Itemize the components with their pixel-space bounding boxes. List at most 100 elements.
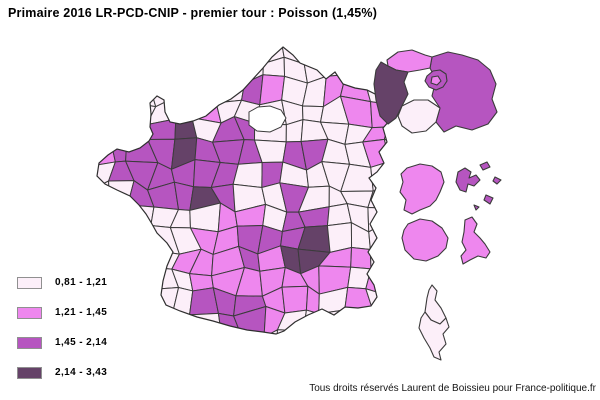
- department-cell: [189, 312, 223, 334]
- department-cell: [126, 307, 159, 334]
- department-cell: [129, 225, 158, 252]
- department-cell: [220, 54, 245, 84]
- department-cell: [339, 309, 374, 329]
- legend-swatch: [17, 336, 42, 349]
- department-cell: [299, 47, 330, 65]
- department-cell: [112, 74, 137, 104]
- department-cell: [97, 201, 116, 230]
- department-cell: [320, 327, 349, 334]
- department-cell: [109, 119, 127, 150]
- department-cell: [321, 47, 349, 59]
- guadeloupe-region: [492, 176, 502, 185]
- department-cell: [195, 330, 223, 334]
- department-cell: [125, 250, 158, 275]
- department-cell: [97, 180, 110, 213]
- department-cell: [153, 47, 178, 64]
- department-cell: [383, 290, 391, 316]
- department-cell: [127, 204, 155, 232]
- idf-cutout: [248, 105, 287, 133]
- department-cell: [170, 47, 195, 64]
- department-cell: [105, 285, 132, 319]
- department-cell: [97, 117, 116, 146]
- department-cell: [97, 102, 116, 121]
- department-cell: [125, 266, 159, 290]
- department-cell: [108, 180, 135, 206]
- department-cell: [260, 329, 278, 334]
- guadeloupe-region: [455, 167, 481, 193]
- mainland-outline: [96, 46, 392, 335]
- legend: 0,81 - 1,21 1,21 - 1,45 1,45 - 2,14 2,14 - …: [17, 276, 108, 397]
- department-cell: [109, 307, 137, 334]
- department-cell: [97, 225, 116, 255]
- department-cell: [169, 99, 193, 120]
- department-cell: [281, 285, 309, 314]
- reunion-region: [401, 218, 449, 262]
- department-cell: [276, 329, 305, 334]
- department-cell: [170, 59, 197, 80]
- department-cell: [129, 329, 159, 334]
- legend-swatch: [17, 276, 42, 289]
- legend-item: 1,21 - 1,45: [17, 306, 108, 319]
- martinique-region: [460, 216, 491, 265]
- guadeloupe-region: [473, 204, 480, 211]
- department-cell: [128, 47, 156, 65]
- department-cell: [262, 56, 286, 77]
- department-cell: [189, 75, 222, 108]
- department-cell: [297, 330, 323, 334]
- legend-item: 1,45 - 2,14: [17, 336, 107, 349]
- department-cell: [97, 79, 115, 107]
- department-cell: [232, 162, 263, 188]
- legend-label: 1,21 - 1,45: [55, 307, 108, 318]
- department-cell: [147, 59, 173, 80]
- legend-item: 2,14 - 3,43: [17, 366, 108, 379]
- department-cell: [383, 138, 391, 163]
- legend-label: 2,14 - 3,43: [55, 367, 108, 378]
- department-cell: [110, 228, 135, 255]
- department-cell: [167, 330, 202, 334]
- department-cell: [97, 58, 114, 87]
- seine-et-marne-region: [429, 51, 498, 133]
- department-cell: [97, 47, 112, 60]
- department-cell: [370, 161, 391, 192]
- department-cell: [97, 244, 112, 272]
- department-cell: [386, 264, 391, 296]
- department-cell: [130, 59, 155, 80]
- department-cell: [217, 47, 240, 65]
- copyright-credit: Tous droits réservés Laurent de Boissieu…: [309, 383, 596, 394]
- department-cell: [215, 332, 241, 334]
- department-cell: [361, 309, 391, 334]
- department-cell: [113, 101, 131, 122]
- department-cell: [342, 56, 365, 79]
- department-cell: [105, 270, 132, 288]
- department-cell: [383, 309, 391, 334]
- department-cell: [193, 54, 224, 80]
- department-cell: [303, 309, 322, 334]
- legend-swatch: [17, 306, 42, 319]
- legend-item: 0,81 - 1,21: [17, 276, 107, 289]
- department-cell: [350, 247, 372, 270]
- department-cell: [97, 137, 116, 167]
- department-cell: [232, 47, 264, 65]
- legend-swatch: [17, 366, 42, 379]
- department-cell: [363, 47, 391, 60]
- guadeloupe-region: [483, 194, 494, 205]
- map-title: Primaire 2016 LR-PCD-CNIP - premier tour…: [8, 6, 378, 20]
- essonne-region: [397, 99, 441, 134]
- department-cell: [105, 47, 132, 65]
- department-cell: [156, 312, 174, 334]
- department-cell: [126, 285, 159, 317]
- department-cell: [108, 250, 135, 275]
- department-cell: [150, 329, 173, 334]
- department-cell: [235, 332, 265, 334]
- department-cell: [361, 327, 391, 334]
- department-cell: [383, 327, 391, 334]
- department-cell: [108, 201, 131, 232]
- yvelines-region: [373, 61, 409, 125]
- department-cell: [339, 327, 369, 334]
- department-cell: [169, 78, 197, 108]
- paris-region: [430, 75, 442, 86]
- department-cell: [342, 47, 372, 60]
- corse-du-sud-region: [418, 311, 450, 361]
